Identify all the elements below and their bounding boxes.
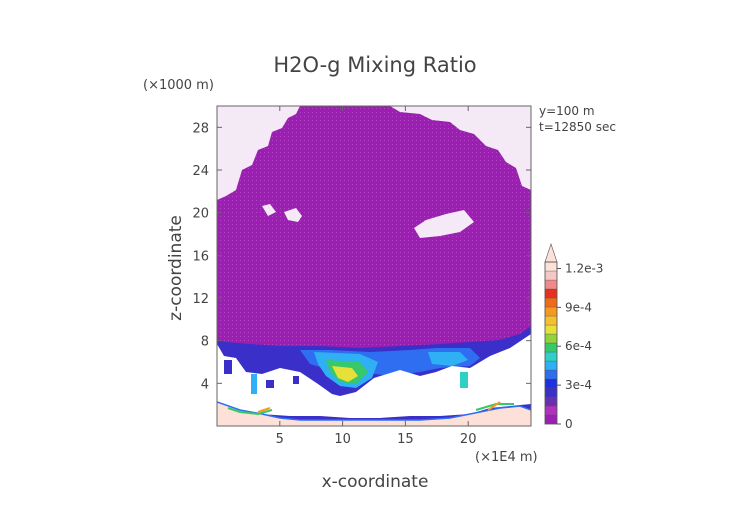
colorbar-swatch	[544, 279, 558, 290]
low-level-blobs	[224, 360, 468, 394]
colorbar-swatch	[544, 288, 558, 299]
x-axis-ticks: 5 10 15 20	[276, 106, 477, 447]
colorbar-swatch	[544, 261, 558, 272]
info-line-1: y=100 m	[539, 104, 595, 118]
colorbar-swatch	[544, 414, 558, 425]
chart-title: H2O-g Mixing Ratio	[273, 53, 476, 77]
colorbar-tick-label: 3e-4	[565, 378, 592, 392]
colorbar-swatch	[544, 342, 558, 353]
colorbar-swatch	[544, 378, 558, 389]
colorbar-tick-label: 0	[565, 417, 573, 431]
top-white-speckles	[217, 106, 531, 238]
colorbar-swatch	[544, 351, 558, 362]
colorbar-tick-label: 6e-4	[565, 339, 592, 353]
colorbar-swatch	[544, 297, 558, 308]
y-tick-label: 4	[201, 377, 209, 392]
moist-core-yellow	[332, 366, 358, 382]
y-tick-label: 16	[192, 249, 209, 264]
x-tick-label: 15	[397, 432, 414, 447]
y-axis-label: z-coordinate	[166, 215, 186, 321]
y-tick-label: 12	[192, 292, 209, 307]
info-line-2: t=12850 sec	[539, 120, 616, 134]
colorbar-swatch	[544, 387, 558, 398]
colorbar-swatch	[544, 306, 558, 317]
colorbar-swatch	[544, 333, 558, 344]
colorbar-swatch	[544, 369, 558, 380]
y-tick-label: 28	[192, 121, 209, 136]
y-axis-ticks: 4 8 12 16 20 24 28	[192, 121, 531, 392]
plot-frame	[216, 105, 532, 427]
dry-lower-white	[217, 334, 531, 418]
colorbar-swatch	[544, 360, 558, 371]
colorbar-tick-label: 9e-4	[565, 300, 592, 314]
y-tick-label: 8	[201, 335, 209, 350]
colorbar-swatch	[544, 270, 558, 281]
colorbar-swatch	[544, 315, 558, 326]
x-tick-label: 20	[460, 432, 477, 447]
colorbar-extend-triangle	[544, 243, 558, 263]
y-tick-label: 20	[192, 207, 209, 222]
heatmap-field	[217, 106, 531, 426]
colorbar-swatch	[544, 324, 558, 335]
colorbar-frame	[544, 261, 558, 425]
y-tick-label: 24	[192, 164, 209, 179]
colorbar-swatch	[544, 396, 558, 407]
x-axis-label: x-coordinate	[322, 472, 429, 492]
x-tick-label: 5	[276, 432, 284, 447]
colorbar-swatch	[544, 405, 558, 416]
colorbar: 0 3e-4 6e-4 9e-4 1.2e-3	[544, 243, 603, 431]
colorbar-tick-label: 1.2e-3	[565, 261, 603, 275]
x-tick-label: 10	[334, 432, 351, 447]
x-units-label: (×1E4 m)	[475, 450, 538, 465]
y-units-label: (×1000 m)	[143, 78, 214, 93]
